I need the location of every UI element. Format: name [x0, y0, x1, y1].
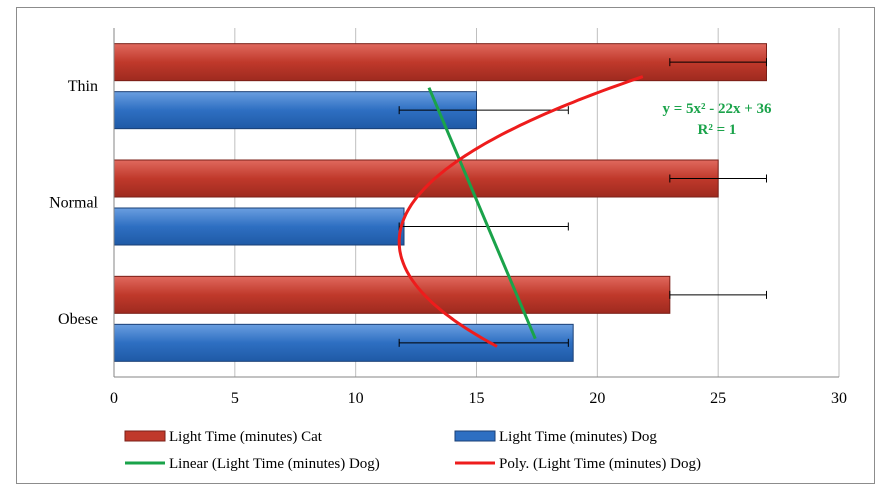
- error-bars: [398, 58, 767, 347]
- y-category-label: Thin: [68, 78, 98, 95]
- y-category-label: Obese: [58, 311, 98, 328]
- bar: [113, 207, 405, 246]
- axes: 0 5 10 15 20 25 30 Thin Normal Obese: [49, 28, 847, 407]
- legend-label-poly: Poly. (Light Time (minutes) Dog): [499, 456, 701, 472]
- legend-swatch-dog: [454, 430, 496, 442]
- y-category-label: Normal: [49, 195, 98, 212]
- x-tick-label: 10: [348, 390, 364, 407]
- legend-label-cat: Light Time (minutes) Cat: [169, 429, 323, 445]
- x-tick-label: 20: [589, 390, 605, 407]
- legend: Light Time (minutes) Cat Light Time (min…: [124, 429, 701, 472]
- legend-label-dog: Light Time (minutes) Dog: [499, 429, 657, 445]
- bar: [113, 159, 719, 198]
- legend-swatch-cat: [124, 430, 166, 442]
- bars: [113, 43, 767, 362]
- legend-label-linear: Linear (Light Time (minutes) Dog): [169, 456, 380, 472]
- chart-frame: 0 5 10 15 20 25 30 Thin Normal Obese y = 5x² - 22…: [16, 7, 875, 484]
- trendlines: [397, 75, 644, 348]
- poly-equation-label: y = 5x² - 22x + 36: [662, 101, 772, 117]
- x-tick-label: 25: [710, 390, 726, 407]
- x-tick-label: 30: [831, 390, 847, 407]
- x-tick-label: 15: [469, 390, 485, 407]
- poly-trendline: [397, 75, 644, 348]
- bar: [113, 43, 767, 82]
- linear-trendline: [427, 87, 537, 340]
- x-tick-label: 0: [110, 390, 118, 407]
- bar-chart: 0 5 10 15 20 25 30 Thin Normal Obese y = 5x² - 22…: [49, 28, 847, 472]
- bar: [113, 275, 671, 314]
- r-squared-label: R² = 1: [698, 122, 737, 138]
- x-tick-label: 5: [231, 390, 239, 407]
